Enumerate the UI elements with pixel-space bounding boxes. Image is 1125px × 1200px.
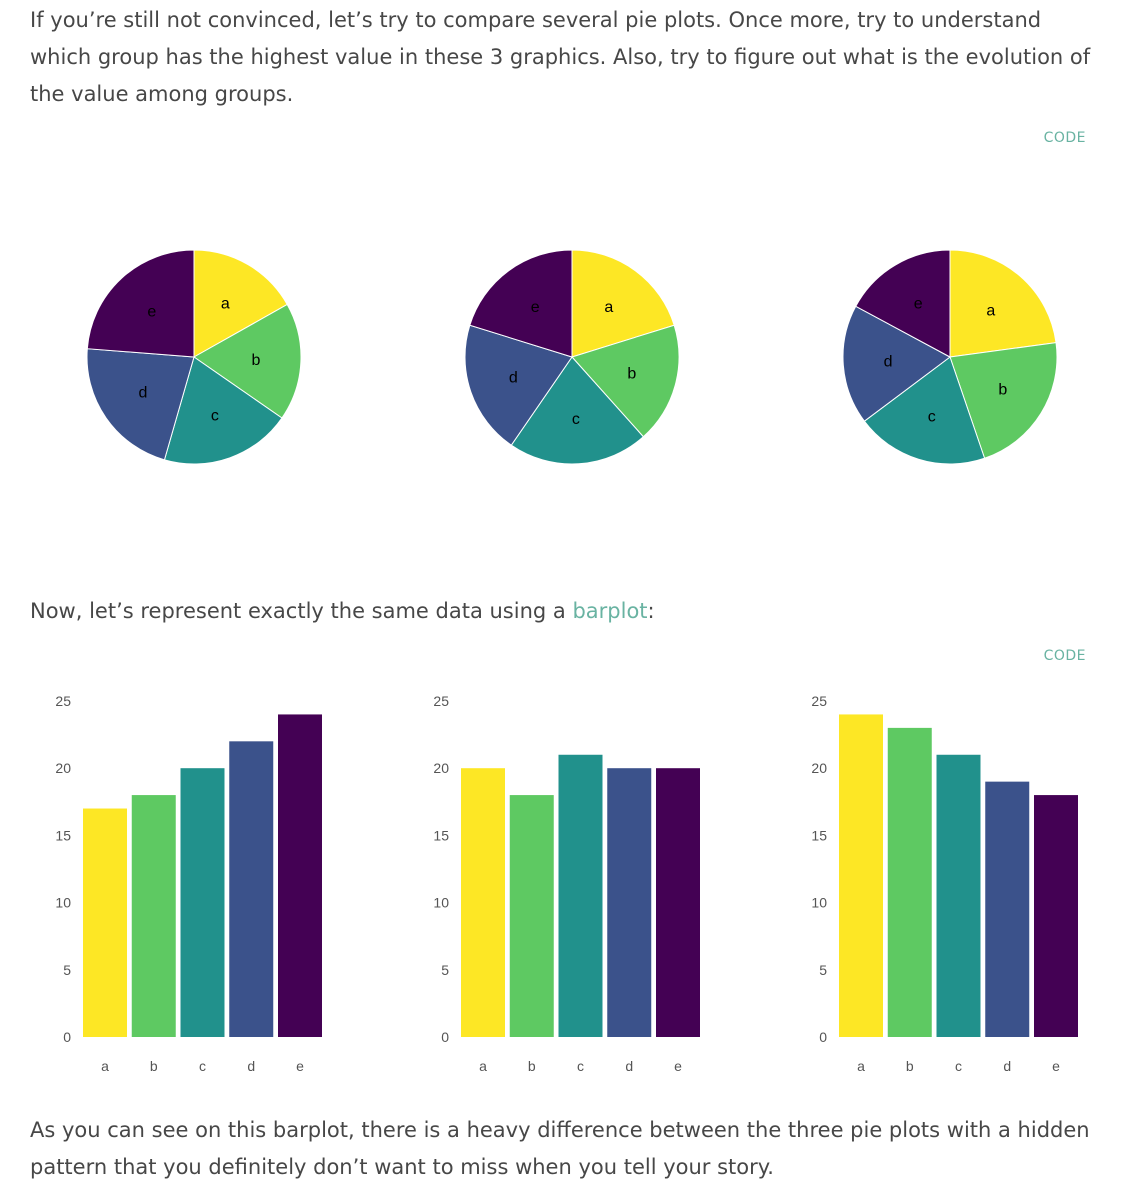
pie-1-slice-d (86, 348, 195, 461)
pie-2-label-e: e (531, 299, 540, 316)
bar-3-ytick-label: 25 (811, 693, 827, 709)
pie-2-label-d: d (509, 369, 518, 386)
code-toggle-button-bars[interactable]: CODE (1043, 648, 1086, 664)
pie-3-slice-b (949, 342, 1058, 459)
bar-1-bar-c (180, 768, 225, 1037)
bar-3-ytick-label: 10 (811, 895, 827, 911)
bar-2-ytick-label: 0 (441, 1029, 449, 1045)
pie-3-label-a: a (986, 302, 995, 319)
bar-2-xtick-label-b: b (528, 1058, 536, 1074)
pie-3-slice-e (855, 249, 951, 358)
pie-1-label-b: b (252, 352, 261, 369)
bar-3-ytick-label: 5 (819, 962, 827, 978)
pie-1-label-c: c (211, 407, 219, 424)
bar-3-bar-c (936, 754, 981, 1037)
bar-1-bar-b (131, 795, 176, 1037)
bar-3-xtick-label-c: c (955, 1058, 962, 1074)
pie-2-slice-d (464, 324, 573, 446)
bar-2-xtick-label-a: a (479, 1058, 487, 1074)
bar-1-ytick-label: 25 (55, 693, 71, 709)
bar-2-bar-c (558, 754, 603, 1037)
bar-1-bar-a (83, 808, 127, 1037)
bar-3-ytick-label: 20 (811, 760, 827, 776)
bar-3-ytick-label: 15 (811, 827, 827, 843)
pie-1-label-e: e (147, 303, 156, 320)
bar-3-bar-b (887, 727, 932, 1037)
pie-1-slice-c (163, 356, 283, 465)
pie-2-slice-c (510, 356, 645, 465)
bar-2-bar-e (656, 768, 700, 1037)
pie-1-label-a: a (221, 295, 230, 312)
bar-3-bar-a (839, 714, 883, 1037)
pie-3-label-c: c (928, 408, 936, 425)
bar-1-xtick-label-d: d (247, 1058, 255, 1074)
bar-2-ytick-label: 20 (433, 760, 449, 776)
bar-2-ytick-label: 5 (441, 962, 449, 978)
pie-1-slice-a (193, 249, 288, 358)
pie-1-slice-e (86, 249, 195, 358)
bar-3-xtick-label-d: d (1003, 1058, 1011, 1074)
bar-2-ytick-label: 25 (433, 693, 449, 709)
bar-1-bar-d (229, 741, 274, 1037)
pie-2-slice-e (469, 249, 573, 358)
pie-3-label-b: b (998, 382, 1007, 399)
bar-2-xtick-label-d: d (625, 1058, 633, 1074)
pie-3-label-e: e (914, 296, 923, 313)
bar-3-xtick-label-b: b (906, 1058, 914, 1074)
barplot-intro-paragraph: Now, let’s represent exactly the same da… (30, 593, 1100, 630)
bar-2-bar-a (461, 768, 505, 1037)
bar-2-bar-d (607, 768, 652, 1037)
bar-1-xtick-label-a: a (101, 1058, 109, 1074)
bar-1-ytick-label: 10 (55, 895, 71, 911)
bar-charts: 0 5 10 15 20 25 a b c d e 0 5 10 15 20 25 a b c d e 0 5 10 15 20 25… (55, 693, 1078, 1074)
bar-2-ytick-label: 15 (433, 827, 449, 843)
bar-2-xtick-label-e: e (674, 1058, 682, 1074)
pie-2-slice-b (571, 324, 680, 438)
bar-3-bar-d (985, 781, 1030, 1037)
bar-1-xtick-label-b: b (150, 1058, 158, 1074)
bar-1-ytick-label: 20 (55, 760, 71, 776)
pie-2-label-c: c (572, 411, 580, 428)
bar-2-xtick-label-c: c (577, 1058, 584, 1074)
barplot-intro-colon: : (647, 599, 655, 623)
bar-3-ytick-label: 0 (819, 1029, 827, 1045)
bar-3-xtick-label-e: e (1052, 1058, 1060, 1074)
pie-2-label-a: a (604, 299, 613, 316)
bar-2-bar-b (509, 795, 554, 1037)
pie-2-label-b: b (627, 366, 636, 383)
barplot-intro-text: Now, let’s represent exactly the same da… (30, 599, 573, 623)
conclusion-paragraph: As you can see on this barplot, there is… (30, 1118, 1090, 1179)
pie-3-slice-c (863, 356, 986, 465)
bar-1-xtick-label-e: e (296, 1058, 304, 1074)
pie-3-slice-a (949, 249, 1057, 358)
bar-1-ytick-label: 15 (55, 827, 71, 843)
bar-3-bar-e (1034, 795, 1078, 1037)
barplot-link[interactable]: barplot (572, 599, 648, 623)
bar-3-xtick-label-a: a (857, 1058, 865, 1074)
pie-1-label-d: d (139, 384, 148, 401)
code-toggle-button-pies[interactable]: CODE (1043, 130, 1086, 146)
pie-1-slice-b (193, 303, 302, 419)
bar-1-bar-e (278, 714, 322, 1037)
bar-1-ytick-label: 5 (63, 962, 71, 978)
pie-charts: a b c d e a b c d e a b c d e (86, 249, 1058, 465)
pie-2-slice-a (571, 249, 675, 358)
pie-3-label-d: d (884, 354, 893, 371)
intro-paragraph: If you’re still not convinced, let’s try… (30, 8, 1091, 106)
bar-2-ytick-label: 10 (433, 895, 449, 911)
pie-3-slice-d (842, 305, 951, 422)
bar-1-xtick-label-c: c (199, 1058, 206, 1074)
bar-1-ytick-label: 0 (63, 1029, 71, 1045)
